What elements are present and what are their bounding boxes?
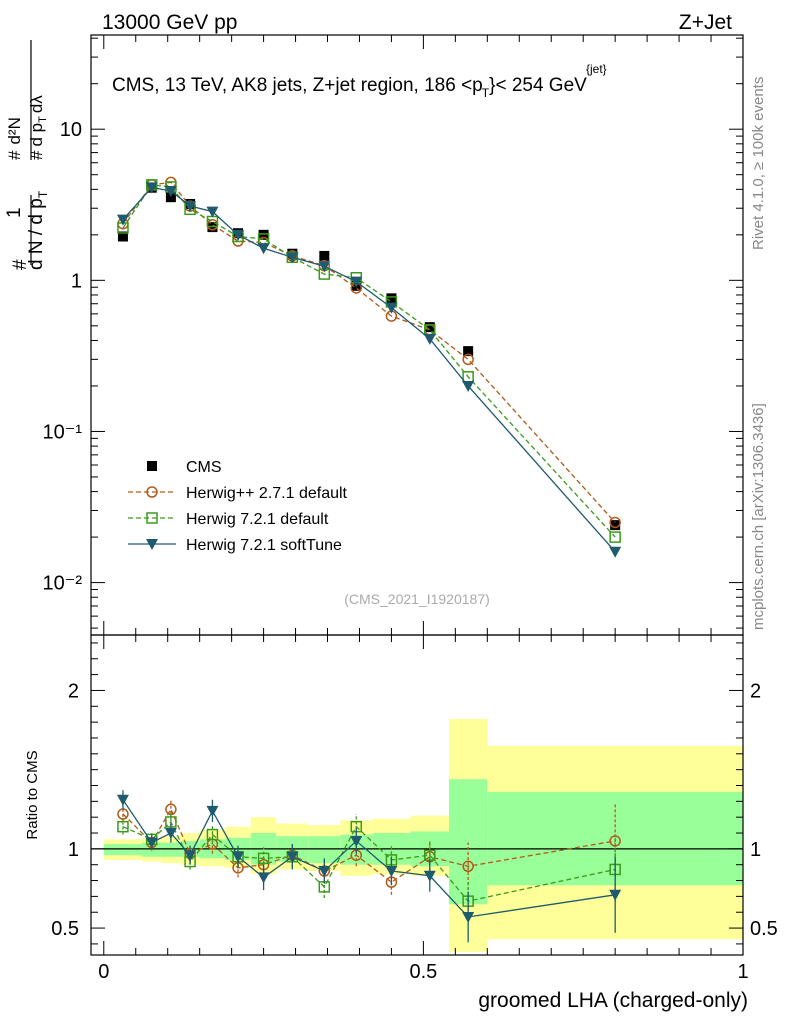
legend: CMS Herwig++ 2.7.1 default Herwig 7.2.1 de… bbox=[128, 459, 348, 554]
main-point-herwig-7-2-1-softtune-11 bbox=[423, 333, 436, 345]
ratio-ytick-label-left-0: 0.5 bbox=[51, 918, 79, 940]
plot-title-prefix: CMS, 13 TeV, AK8 jets, Z+jet region, 186… bbox=[112, 75, 472, 96]
ratio-ytick-label-right-0: 0.5 bbox=[750, 918, 778, 940]
ratio-series-layer bbox=[116, 790, 622, 943]
main-point-cms-11 bbox=[424, 322, 435, 333]
legend-marker-herwig-2-7-1-default bbox=[146, 486, 158, 498]
legend-label-herwig-7-2-1-softtune: Herwig 7.2.1 softTune bbox=[186, 537, 342, 554]
ratio-line-herwig-7-2-1-softtune bbox=[122, 799, 616, 918]
ratio-point-herwig-7-2-1-softtune-5 bbox=[232, 851, 245, 863]
legend-marker-cms bbox=[147, 461, 157, 471]
main-point-cms-8 bbox=[319, 250, 330, 261]
main-point-herwig-7-2-1-softtune-2 bbox=[164, 185, 177, 197]
main-ytick-label-3: 10⁻² bbox=[43, 573, 83, 595]
main-point-herwig-7-2-1-default-13 bbox=[609, 531, 621, 543]
legend-label-herwig-2-7-1-default: Herwig++ 2.7.1 default bbox=[186, 485, 348, 502]
ylabel-hash-left: # bbox=[10, 259, 31, 270]
ratio-point-herwig-7-2-1-softtune-10 bbox=[385, 866, 398, 878]
ratio-ytick-label-right-2: 2 bbox=[750, 680, 761, 702]
ratio-ytick-label-left-2: 2 bbox=[68, 680, 79, 702]
main-point-cms-13 bbox=[610, 520, 621, 531]
ylabel-frac-top: 1 bbox=[4, 207, 25, 218]
main-series-layer bbox=[116, 176, 622, 558]
main-point-herwig-7-2-1-softtune-4 bbox=[206, 206, 219, 218]
band-green-2 bbox=[161, 842, 181, 857]
main-ytick-label-2: 10⁻¹ bbox=[43, 421, 83, 443]
main-point-herwig-7-2-1-softtune-1 bbox=[145, 182, 158, 194]
reference-label: (CMS_2021_I1920187) bbox=[344, 591, 490, 607]
header-left-label: 13000 GeV pp bbox=[102, 11, 237, 34]
ratio-point-herwig-7-2-1-default-6 bbox=[257, 852, 270, 865]
plot-title-sub: T bbox=[482, 86, 490, 100]
ratio-ytick-label-left-1: 1 bbox=[68, 839, 79, 861]
ratio-point-herwig-2-7-1-default-12 bbox=[462, 860, 474, 873]
main-point-herwig-7-2-1-softtune-8 bbox=[318, 261, 331, 273]
ratio-point-herwig-7-2-1-softtune-4 bbox=[206, 805, 219, 817]
x-axis-label: groomed LHA (charged-only) bbox=[478, 989, 748, 1012]
main-point-herwig-7-2-1-softtune-6 bbox=[257, 243, 270, 255]
main-point-herwig-7-2-1-softtune-10 bbox=[385, 302, 398, 314]
main-line-herwig-7-2-1-softtune bbox=[122, 186, 616, 553]
ratio-point-herwig-7-2-1-softtune-1 bbox=[145, 837, 158, 849]
ratio-point-herwig-7-2-1-softtune-7 bbox=[286, 851, 299, 863]
main-point-herwig-2-7-1-default-12 bbox=[462, 353, 474, 366]
ratio-point-herwig-7-2-1-softtune-6 bbox=[257, 872, 270, 884]
plot-title: CMS, 13 TeV, AK8 jets, Z+jet region, 186… bbox=[112, 75, 587, 100]
main-ytick-label-0: 10 bbox=[60, 119, 82, 141]
ratio-point-herwig-7-2-1-default-0 bbox=[117, 820, 129, 833]
band-green-0 bbox=[103, 844, 143, 856]
mcplots-label: mcplots.cern.ch [arXiv:1306.3436] bbox=[750, 403, 767, 630]
plot-title-suffix: }< 254 GeV bbox=[489, 75, 587, 96]
legend-marker-herwig-7-2-1-softtune bbox=[146, 539, 158, 550]
legend-label-cms: CMS bbox=[186, 459, 222, 476]
ylabel-right-bottom: #d pTdλ bbox=[27, 95, 49, 160]
ratio-line-herwig-2-7-1-default bbox=[122, 807, 616, 883]
legend-label-herwig-7-2-1-default: Herwig 7.2.1 default bbox=[186, 511, 329, 528]
main-ylabel: # 1 d N / d pT #d²N #d pTdλ bbox=[4, 40, 50, 270]
ratio-ylabel: Ratio to CMS bbox=[24, 750, 41, 839]
main-point-herwig-7-2-1-softtune-5 bbox=[232, 229, 245, 241]
main-point-herwig-7-2-1-softtune-9 bbox=[350, 276, 363, 288]
ylabel-frac-bottom: d N / d pT bbox=[26, 190, 50, 270]
ratio-point-herwig-7-2-1-softtune-3 bbox=[184, 850, 197, 862]
ratio-frame bbox=[90, 634, 744, 956]
main-point-cms-12 bbox=[463, 346, 474, 357]
ratio-point-herwig-7-2-1-default-4 bbox=[206, 828, 219, 841]
x-tick-label-2: 1 bbox=[737, 961, 748, 983]
main-point-cms-0 bbox=[117, 231, 128, 242]
legend-marker-herwig-7-2-1-default bbox=[146, 512, 158, 524]
main-point-herwig-2-7-1-default-13 bbox=[609, 516, 621, 529]
ratio-point-herwig-7-2-1-softtune-2 bbox=[164, 828, 177, 840]
ratio-point-herwig-7-2-1-softtune-13 bbox=[609, 889, 622, 901]
plot-frames bbox=[90, 34, 744, 956]
ratio-point-herwig-7-2-1-softtune-9 bbox=[350, 835, 363, 847]
main-point-herwig-7-2-1-softtune-13 bbox=[609, 546, 622, 558]
ratio-point-herwig-7-2-1-softtune-0 bbox=[116, 794, 129, 806]
main-point-cms-6 bbox=[258, 229, 269, 240]
rivet-version-label: Rivet 4.1.0, ≥ 100k events bbox=[750, 77, 767, 250]
ratio-ytick-label-right-1: 1 bbox=[750, 839, 761, 861]
main-point-herwig-7-2-1-softtune-3 bbox=[184, 201, 197, 213]
x-tick-label-1: 0.5 bbox=[409, 961, 437, 983]
plot-title-p: p bbox=[472, 75, 483, 96]
band-green-12 bbox=[448, 779, 488, 905]
ratio-point-herwig-7-2-1-softtune-11 bbox=[423, 870, 436, 882]
main-point-herwig-7-2-1-softtune-7 bbox=[286, 252, 299, 264]
main-point-herwig-7-2-1-softtune-12 bbox=[462, 380, 475, 392]
main-ytick-label-1: 1 bbox=[71, 270, 82, 292]
main-point-herwig-7-2-1-softtune-0 bbox=[116, 214, 129, 226]
ratio-point-herwig-7-2-1-softtune-8 bbox=[318, 866, 331, 878]
ylabel-right: #d²N bbox=[5, 117, 24, 160]
plot-title-sup: {jet} bbox=[586, 62, 607, 76]
x-tick-label-0: 0 bbox=[98, 961, 109, 983]
main-point-cms-2 bbox=[165, 192, 176, 203]
ratio-point-herwig-7-2-1-softtune-12 bbox=[462, 911, 475, 923]
header-right-label: Z+Jet bbox=[679, 11, 732, 34]
main-point-cms-10 bbox=[386, 293, 397, 304]
